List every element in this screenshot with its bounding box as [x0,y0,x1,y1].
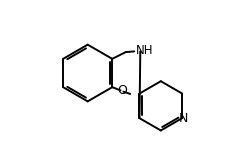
Text: N: N [179,112,188,125]
Text: NH: NH [136,44,153,57]
Text: O: O [117,84,127,97]
